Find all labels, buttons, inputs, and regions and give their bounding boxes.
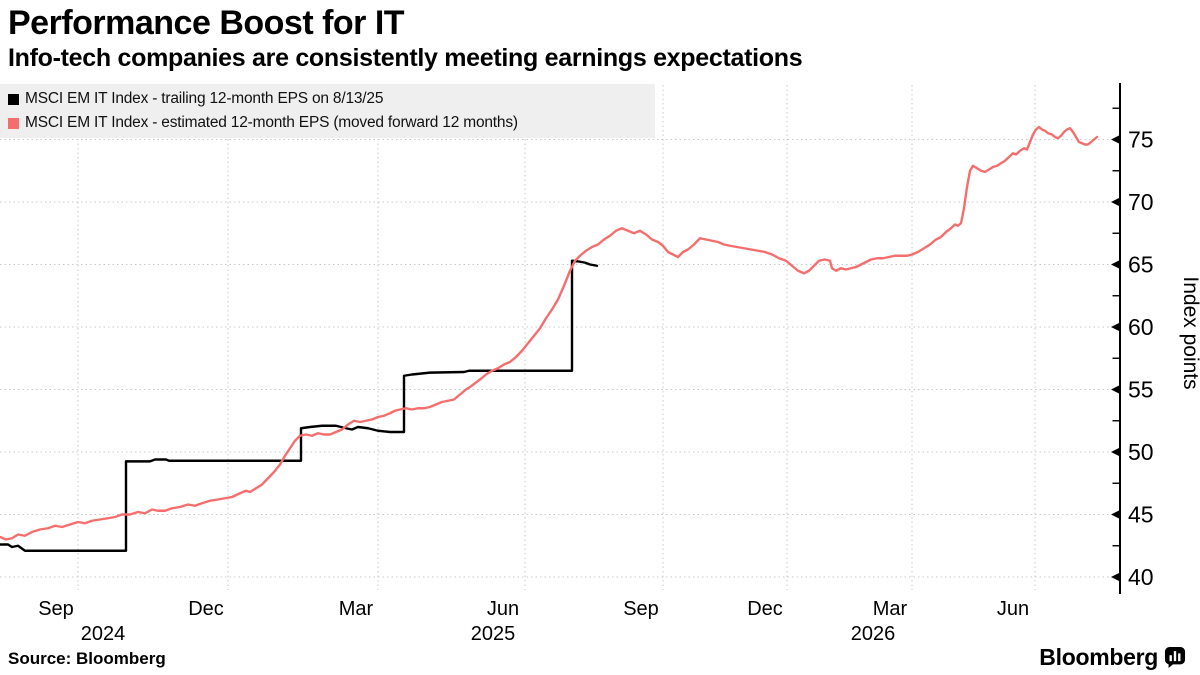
y-tick-label: 70 [1128, 189, 1154, 215]
bloomberg-wordmark: Bloomberg [1039, 644, 1158, 670]
y-tick-label: 40 [1128, 564, 1154, 590]
chart-legend: MSCI EM IT Index - trailing 12-month EPS… [0, 84, 655, 138]
bloomberg-branding: Bloomberg [1039, 644, 1186, 671]
y-axis-title: Index points [1179, 276, 1200, 389]
bloomberg-chart-bubble-icon [1164, 647, 1186, 668]
x-month-label: Dec [188, 598, 224, 620]
x-month-label: Mar [339, 598, 374, 620]
legend-item-estimated-eps: MSCI EM IT Index - estimated 12-month EP… [8, 113, 655, 134]
legend-swatch-red-icon [8, 117, 19, 129]
x-month-label: Mar [873, 598, 908, 620]
y-tick-label: 55 [1128, 377, 1154, 403]
x-month-label: Sep [38, 598, 74, 620]
x-month-label: Dec [747, 598, 783, 620]
y-major-tick-arrow-icon [1111, 385, 1120, 394]
source-note: Source: Bloomberg [8, 649, 166, 668]
legend-swatch-black-icon [8, 93, 19, 105]
y-tick-label: 50 [1128, 439, 1154, 465]
x-year-label: 2024 [81, 623, 126, 645]
y-tick-label: 45 [1128, 502, 1154, 528]
page-subtitle: Info-tech companies are consistently mee… [8, 44, 803, 72]
y-major-tick-arrow-icon [1111, 510, 1120, 519]
x-month-label: Jun [997, 598, 1029, 620]
x-year-label: 2025 [471, 623, 516, 645]
y-major-tick-arrow-icon [1111, 135, 1120, 144]
legend-label-trailing-eps: MSCI EM IT Index - trailing 12-month EPS… [25, 90, 384, 107]
y-major-tick-arrow-icon [1111, 260, 1120, 269]
x-month-label: Sep [623, 598, 659, 620]
legend-item-trailing-eps: MSCI EM IT Index - trailing 12-month EPS… [8, 89, 655, 110]
y-tick-label: 75 [1128, 127, 1154, 153]
y-major-tick-arrow-icon [1111, 447, 1120, 457]
y-tick-label: 65 [1128, 252, 1154, 278]
legend-label-estimated-eps: MSCI EM IT Index - estimated 12-month EP… [25, 114, 518, 131]
page-title: Performance Boost for IT [8, 4, 405, 42]
series-line-0 [0, 259, 599, 552]
y-major-tick-arrow-icon [1111, 572, 1120, 582]
y-major-tick-arrow-icon [1111, 197, 1120, 207]
y-tick-label: 60 [1128, 314, 1154, 340]
x-year-label: 2026 [851, 623, 896, 645]
series-line-1 [0, 125, 1099, 541]
y-major-tick-arrow-icon [1111, 322, 1120, 332]
x-month-label: Jun [487, 598, 519, 620]
